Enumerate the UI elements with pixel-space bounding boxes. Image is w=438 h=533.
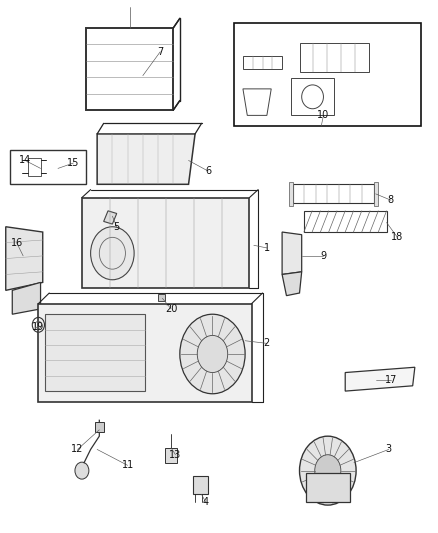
Text: 16: 16 [11,238,23,248]
Text: 5: 5 [113,222,120,232]
Bar [165,448,177,463]
Bar [45,314,145,391]
Circle shape [315,455,341,487]
Text: 13: 13 [170,450,182,460]
Bar [10,150,86,184]
Polygon shape [282,272,302,296]
Bar [304,211,387,232]
Bar [193,476,208,495]
Bar [293,184,374,203]
Polygon shape [39,304,252,402]
Bar [234,22,421,126]
Text: 12: 12 [71,445,84,455]
Bar [28,158,41,176]
Circle shape [91,227,134,280]
Text: 2: 2 [264,338,270,349]
Text: 10: 10 [317,110,329,120]
Polygon shape [6,227,43,290]
Text: 7: 7 [157,47,163,56]
Text: 11: 11 [121,461,134,470]
Circle shape [300,436,356,505]
Bar [291,78,334,115]
Polygon shape [282,232,302,274]
Polygon shape [158,294,165,301]
Polygon shape [104,211,117,224]
Bar [300,43,369,72]
Text: 19: 19 [32,322,45,333]
Text: 3: 3 [386,445,392,455]
Bar [243,56,282,69]
Polygon shape [345,367,415,391]
Text: 18: 18 [391,232,403,243]
Bar [289,182,293,206]
Text: 14: 14 [19,156,32,165]
Polygon shape [97,134,195,184]
Bar [95,422,104,432]
Bar [374,182,378,206]
Text: 4: 4 [203,497,209,507]
Circle shape [180,314,245,394]
Text: 20: 20 [165,304,177,314]
Text: 9: 9 [320,251,326,261]
Text: 15: 15 [67,158,79,168]
Circle shape [75,462,89,479]
Circle shape [197,335,228,373]
Text: 8: 8 [388,195,394,205]
Text: 17: 17 [385,375,397,385]
Bar [306,473,350,503]
Text: 1: 1 [264,243,270,253]
Text: 6: 6 [205,166,211,176]
Bar [86,28,173,110]
Polygon shape [82,198,250,288]
Polygon shape [12,282,41,314]
